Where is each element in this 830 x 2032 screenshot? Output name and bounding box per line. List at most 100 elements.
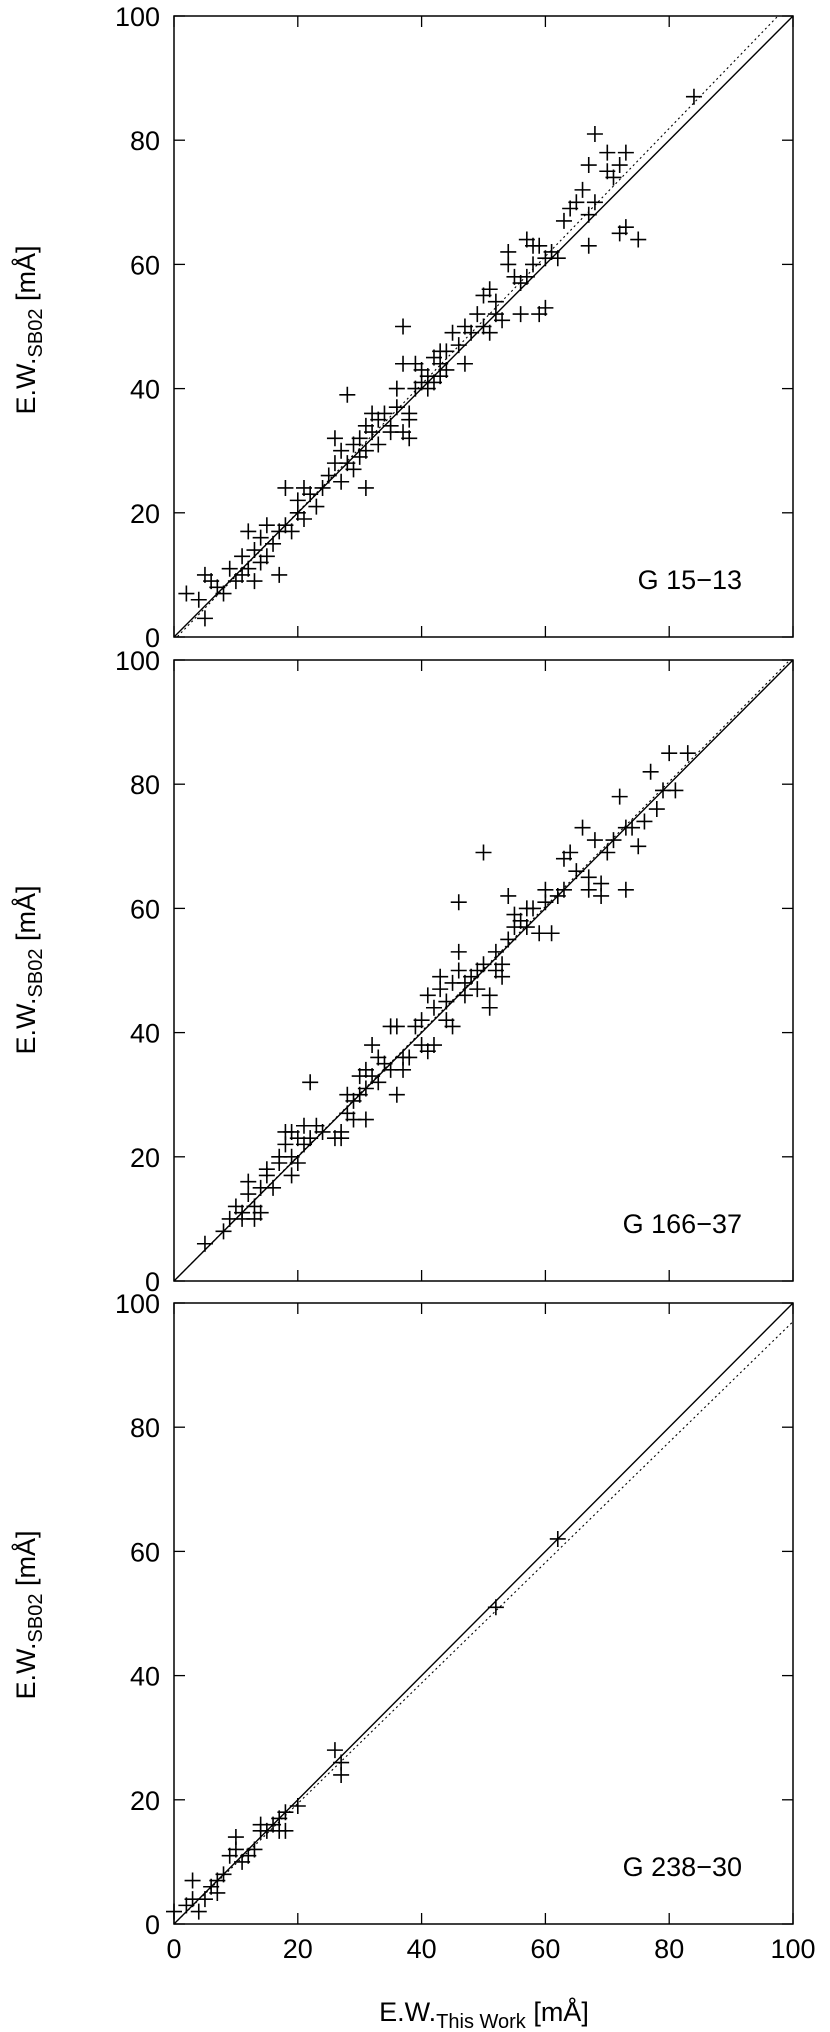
y-axis-label-sub: SB02 bbox=[25, 949, 47, 998]
data-point bbox=[487, 1599, 504, 1616]
y-tick-label: 60 bbox=[130, 894, 160, 924]
data-point bbox=[611, 225, 628, 242]
data-point bbox=[277, 1804, 294, 1821]
data-point bbox=[258, 1167, 275, 1184]
data-point bbox=[345, 461, 362, 478]
data-point bbox=[413, 1012, 430, 1029]
data-point bbox=[425, 349, 442, 366]
data-point bbox=[345, 436, 362, 453]
data-point bbox=[549, 1530, 566, 1547]
data-point bbox=[388, 399, 405, 416]
data-point bbox=[599, 144, 616, 161]
y-tick-label: 0 bbox=[145, 1267, 160, 1297]
data-point bbox=[357, 442, 374, 459]
data-point bbox=[611, 157, 628, 174]
data-point bbox=[196, 1235, 213, 1252]
panel-3: 0 20 40 60 80 100 0 20 40 60 80 100 G 238−30 bbox=[115, 1289, 816, 1964]
y-tick-label: 40 bbox=[130, 375, 160, 405]
y-axis-label-unit: [mÅ] bbox=[10, 246, 41, 309]
data-point bbox=[234, 1204, 251, 1221]
data-point bbox=[370, 411, 387, 428]
data-point bbox=[401, 430, 418, 447]
x-axis-label-unit: [mÅ] bbox=[526, 1996, 589, 2027]
data-point bbox=[308, 498, 325, 515]
data-point bbox=[605, 832, 622, 849]
data-points bbox=[178, 88, 702, 627]
y-tick-label: 100 bbox=[115, 1289, 160, 1319]
y-tick-label: 40 bbox=[130, 1019, 160, 1049]
data-point bbox=[555, 212, 572, 229]
data-point bbox=[617, 144, 634, 161]
data-points bbox=[196, 745, 696, 1252]
data-point bbox=[320, 467, 337, 484]
data-point bbox=[357, 1111, 374, 1128]
data-point bbox=[438, 361, 455, 378]
data-point bbox=[289, 1798, 306, 1815]
y-axis-label-main: E.W. bbox=[11, 1642, 41, 1699]
data-point bbox=[289, 492, 306, 509]
data-point bbox=[531, 237, 548, 254]
data-point bbox=[246, 573, 263, 590]
data-point bbox=[432, 968, 449, 985]
data-point bbox=[630, 838, 647, 855]
data-point bbox=[227, 1829, 244, 1846]
panel-1: 0 20 40 60 80 100 G 15−13 bbox=[115, 2, 794, 653]
data-point bbox=[636, 813, 653, 830]
data-point bbox=[568, 194, 585, 211]
data-point bbox=[395, 318, 412, 335]
data-point bbox=[209, 579, 226, 596]
data-point bbox=[617, 881, 634, 898]
data-point bbox=[438, 1012, 455, 1029]
data-point bbox=[469, 962, 486, 979]
data-point bbox=[283, 1148, 300, 1165]
data-point bbox=[333, 473, 350, 490]
panel-2: 0 20 40 60 80 100 G 166−37 bbox=[115, 646, 794, 1297]
data-point bbox=[481, 324, 498, 341]
x-tick-label: 80 bbox=[654, 1934, 684, 1964]
data-point bbox=[364, 1068, 381, 1085]
data-point bbox=[518, 268, 535, 285]
data-point bbox=[580, 881, 597, 898]
data-point bbox=[351, 448, 368, 465]
data-point bbox=[240, 1173, 257, 1190]
data-point bbox=[178, 585, 195, 602]
data-point bbox=[450, 337, 467, 354]
y-tick-label: 20 bbox=[130, 1786, 160, 1816]
data-point bbox=[388, 1018, 405, 1035]
x-tick-label: 0 bbox=[166, 1934, 181, 1964]
data-point bbox=[419, 987, 436, 1004]
data-point bbox=[295, 479, 312, 496]
data-point bbox=[252, 529, 269, 546]
data-point bbox=[475, 318, 492, 335]
data-point bbox=[277, 1136, 294, 1153]
data-point bbox=[190, 1903, 207, 1920]
data-point bbox=[648, 801, 665, 818]
data-point bbox=[475, 844, 492, 861]
data-point bbox=[203, 1878, 220, 1895]
data-point bbox=[617, 219, 634, 236]
data-point bbox=[252, 1204, 269, 1221]
y-tick-label: 80 bbox=[130, 1413, 160, 1443]
data-point bbox=[388, 380, 405, 397]
data-point bbox=[227, 573, 244, 590]
data-point bbox=[685, 88, 702, 105]
data-point bbox=[271, 1155, 288, 1172]
data-point bbox=[178, 1897, 195, 1914]
data-point bbox=[357, 479, 374, 496]
data-point bbox=[512, 912, 529, 929]
data-point bbox=[258, 517, 275, 534]
data-point bbox=[568, 863, 585, 880]
data-point bbox=[487, 306, 504, 323]
data-point bbox=[555, 881, 572, 898]
data-point bbox=[339, 1105, 356, 1122]
y-axis-label-sub: SB02 bbox=[25, 309, 47, 358]
data-point bbox=[407, 1018, 424, 1035]
data-point bbox=[512, 275, 529, 292]
y-axis-label-unit: [mÅ] bbox=[10, 1531, 41, 1594]
data-point bbox=[679, 745, 696, 762]
y-tick-label: 20 bbox=[130, 1143, 160, 1173]
data-point bbox=[419, 380, 436, 397]
data-point bbox=[295, 511, 312, 528]
data-point bbox=[326, 430, 343, 447]
panel-label: G 166−37 bbox=[623, 1209, 742, 1239]
